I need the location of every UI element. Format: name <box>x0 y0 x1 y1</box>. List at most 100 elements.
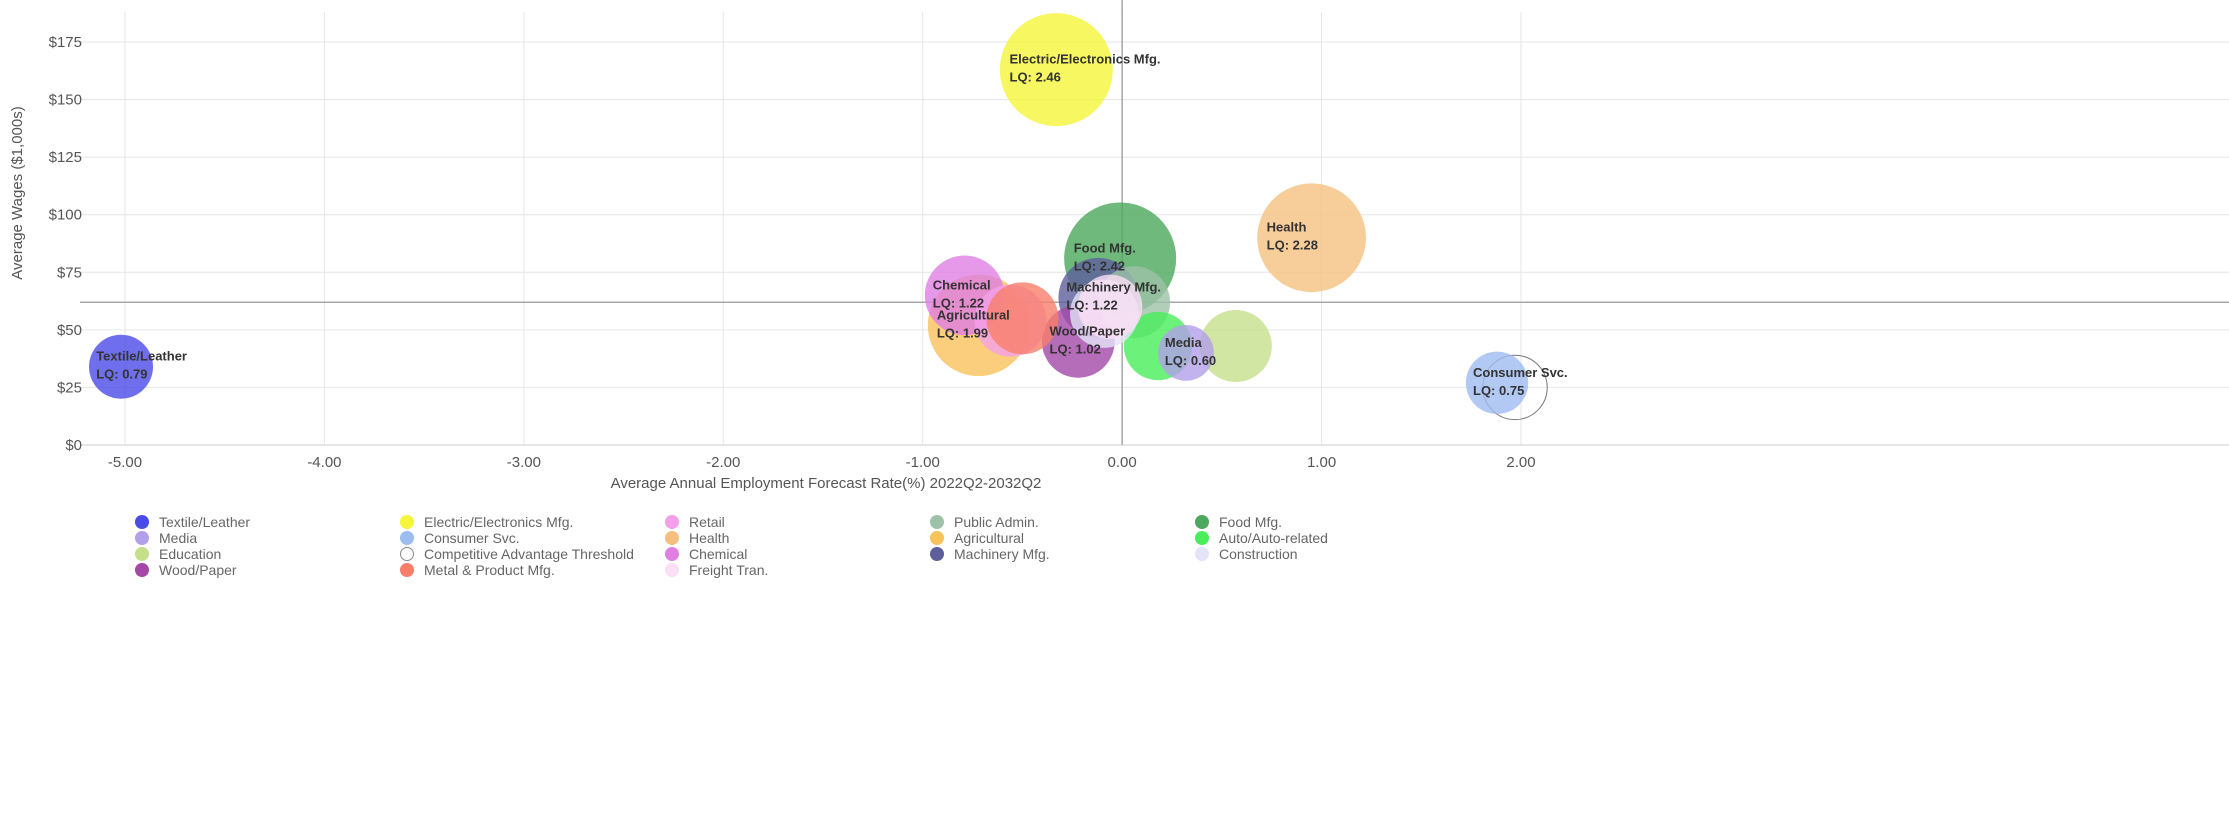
legend-item[interactable]: Construction <box>1195 545 1460 562</box>
bubble-media[interactable] <box>1158 324 1214 381</box>
legend-label: Retail <box>689 513 725 530</box>
legend-swatch <box>135 530 149 545</box>
legend-swatch <box>1195 546 1209 561</box>
bubble-labels: Textile/Leather LQ: 0.79 Electric/Electron… <box>96 52 1567 398</box>
y-axis-title: Average Wages ($1,000s) <box>9 106 26 279</box>
bubble-lq-label: LQ: 0.79 <box>96 367 147 382</box>
y-tick-label: $50 <box>57 322 82 339</box>
legend-item[interactable]: Health <box>665 529 930 546</box>
bubble-freight-tran[interactable] <box>1077 274 1143 340</box>
legend-swatch <box>1195 514 1209 529</box>
legend-item[interactable]: Freight Tran. <box>665 561 930 578</box>
legend-item[interactable]: Agricultural <box>930 529 1195 546</box>
bubble-lq-label: LQ: 2.42 <box>1074 258 1125 273</box>
legend-swatch <box>930 546 944 561</box>
legend-label: Media <box>159 529 198 546</box>
legend-swatch <box>400 530 414 545</box>
y-tick-label: $100 <box>49 207 82 224</box>
bubble-lq-label: LQ: 1.02 <box>1050 341 1101 356</box>
legend-label: Textile/Leather <box>159 513 251 530</box>
legend-item[interactable]: Retail <box>665 513 930 530</box>
bubble-label: Chemical <box>933 277 991 292</box>
legend-item[interactable]: Consumer Svc. <box>400 529 665 546</box>
bubble-label: Machinery Mfg. <box>1066 280 1161 295</box>
x-tick-label: -4.00 <box>307 454 341 471</box>
legend-item[interactable]: Electric/Electronics Mfg. <box>400 513 665 530</box>
bubble-label: Health <box>1267 220 1307 235</box>
bubble-label: Agricultural <box>937 307 1010 322</box>
legend-label: Education <box>159 545 222 562</box>
legend-item[interactable]: Metal & Product Mfg. <box>400 561 665 578</box>
x-tick-label: -2.00 <box>706 454 740 471</box>
bubble-metal-product-mfg[interactable] <box>986 282 1059 355</box>
legend-label: Chemical <box>689 545 748 562</box>
legend-swatch <box>400 562 414 577</box>
legend-item[interactable]: Competitive Advantage Threshold <box>400 545 665 562</box>
legend-label: Agricultural <box>954 529 1025 546</box>
legend-label: Competitive Advantage Threshold <box>424 545 634 562</box>
legend-label: Freight Tran. <box>689 561 769 578</box>
x-tick-label: -5.00 <box>108 454 142 471</box>
legend-label: Electric/Electronics Mfg. <box>424 513 574 530</box>
legend-item[interactable]: Education <box>135 545 400 562</box>
legend-swatch <box>135 514 149 529</box>
legend-swatch <box>135 546 149 561</box>
legend-item[interactable]: Chemical <box>665 545 930 562</box>
bubble-label: Wood/Paper <box>1050 323 1126 338</box>
bubble-lq-label: LQ: 0.60 <box>1165 353 1216 368</box>
legend-swatch <box>400 514 414 529</box>
x-tick-label: 0.00 <box>1108 454 1137 471</box>
legend-item[interactable]: Wood/Paper <box>135 561 400 578</box>
bubble-chart: Textile/Leather LQ: 0.79 Electric/Electron… <box>9 0 2229 492</box>
bubbles <box>89 13 1548 421</box>
bubble-label: Food Mfg. <box>1074 240 1136 255</box>
bubble-consumer-svc[interactable] <box>1465 351 1529 415</box>
legend-swatch <box>665 514 679 529</box>
legend-label: Auto/Auto-related <box>1219 529 1328 546</box>
legend-swatch <box>665 562 679 577</box>
x-tick-label: -1.00 <box>906 454 940 471</box>
legend-item[interactable]: Textile/Leather <box>135 513 400 530</box>
legend-swatch <box>135 562 149 577</box>
bubble-lq-label: LQ: 1.22 <box>1066 298 1117 313</box>
legend: Textile/Leather Electric/Electronics Mfg.… <box>135 513 1835 578</box>
legend-item[interactable]: Auto/Auto-related <box>1195 529 1460 546</box>
bubble-label: Media <box>1165 335 1203 350</box>
legend-label: Machinery Mfg. <box>954 545 1050 562</box>
legend-swatch <box>930 530 944 545</box>
bubble-label: Textile/Leather <box>96 349 187 364</box>
bubble-label: Consumer Svc. <box>1473 365 1568 380</box>
bubble-health[interactable] <box>1257 183 1366 293</box>
bubble-electric-electronics-mfg[interactable] <box>999 13 1113 127</box>
legend-swatch <box>665 546 679 561</box>
legend-label: Wood/Paper <box>159 561 237 578</box>
bubble-lq-label: LQ: 2.28 <box>1267 238 1318 253</box>
bubble-education[interactable] <box>1199 309 1272 382</box>
legend-label: Construction <box>1219 545 1298 562</box>
legend-label: Public Admin. <box>954 513 1039 530</box>
legend-item[interactable]: Food Mfg. <box>1195 513 1460 530</box>
bubble-label: Electric/Electronics Mfg. <box>1010 52 1161 67</box>
legend-label: Food Mfg. <box>1219 513 1283 530</box>
bubble-lq-label: LQ: 0.75 <box>1473 383 1524 398</box>
y-tick-label: $125 <box>49 149 82 166</box>
x-tick-label: -3.00 <box>507 454 541 471</box>
legend-label: Metal & Product Mfg. <box>424 561 555 578</box>
legend-item[interactable]: Machinery Mfg. <box>930 545 1195 562</box>
legend-item[interactable]: Public Admin. <box>930 513 1195 530</box>
x-axis-title: Average Annual Employment Forecast Rate(… <box>611 475 1042 492</box>
y-tick-label: $175 <box>49 34 82 51</box>
legend-label: Health <box>689 529 730 546</box>
y-tick-label: $150 <box>49 92 82 109</box>
x-tick-label: 1.00 <box>1307 454 1336 471</box>
x-tick-label: 2.00 <box>1506 454 1535 471</box>
legend-label: Consumer Svc. <box>424 529 520 546</box>
y-tick-label: $75 <box>57 264 82 281</box>
legend-swatch <box>1195 530 1209 545</box>
bubble-textile-leather[interactable] <box>89 334 154 399</box>
axis-ticks: -5.00 -4.00 -3.00 -2.00 -1.00 0.00 1.00 2.00 $0 $… <box>49 34 1536 471</box>
y-tick-label: $25 <box>57 379 82 396</box>
legend-item[interactable]: Media <box>135 529 400 546</box>
legend-swatch <box>400 546 414 561</box>
bubble-lq-label: LQ: 2.46 <box>1010 70 1061 85</box>
